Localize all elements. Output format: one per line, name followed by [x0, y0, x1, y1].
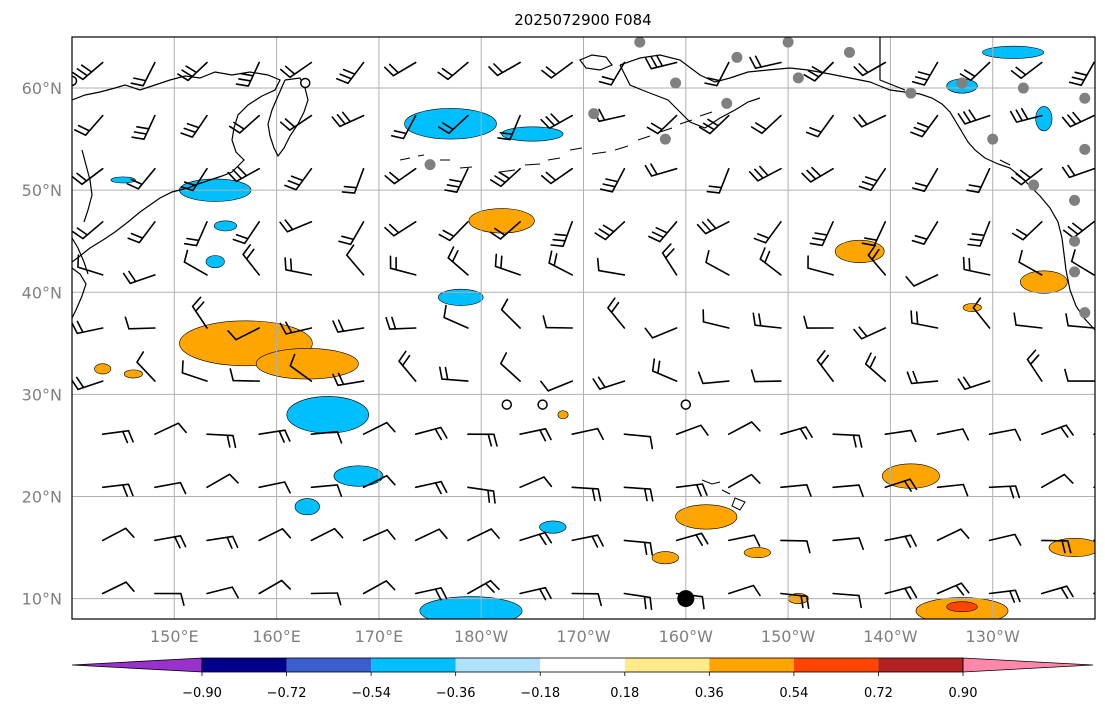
station-marker — [783, 37, 794, 48]
station-marker — [987, 134, 998, 145]
latitude-tick-label: 50°N — [22, 181, 62, 200]
colorbar-tick-label: 0.36 — [695, 686, 724, 701]
colorbar-segment — [709, 658, 794, 672]
station-marker — [660, 134, 671, 145]
colorbar-segment — [287, 658, 372, 672]
colorbar-segment — [202, 658, 287, 672]
station-marker — [1069, 266, 1080, 277]
station-marker — [1028, 180, 1039, 191]
negative-anomaly-core — [416, 115, 485, 132]
positive-anomaly-contour — [947, 602, 978, 612]
open-circle-marker — [538, 400, 547, 409]
colorbar-tick-label: −0.90 — [182, 686, 222, 701]
map-area — [68, 37, 1105, 626]
colorbar-segment — [878, 658, 963, 672]
colorbar-extend-high — [963, 658, 1093, 672]
negative-anomaly-core — [433, 603, 510, 619]
map-title: 2025072900 F084 — [514, 11, 651, 29]
latitude-tick-label: 20°N — [22, 487, 62, 506]
positive-anomaly-contour — [95, 364, 111, 374]
positive-anomaly-contour — [558, 411, 568, 419]
station-marker — [588, 108, 599, 119]
station-marker — [731, 52, 742, 63]
colorbar-tick-label: −0.72 — [267, 686, 307, 701]
station-marker — [844, 47, 855, 58]
longitude-tick-label: 150°W — [761, 627, 816, 646]
negative-anomaly-core — [340, 470, 377, 481]
colorbar-extend-low — [72, 658, 202, 672]
station-marker — [905, 88, 916, 99]
colorbar: −0.90 −0.72 −0.54 −0.36 −0.18 0.18 0.36 0.54 0.7… — [72, 658, 1093, 701]
longitude-labels: 150°E 160°E 170°E 180°W 170°W 160°W 150°W 140°W… — [150, 627, 1020, 646]
wind-barb — [1094, 582, 1105, 594]
latitude-tick-label: 10°N — [22, 590, 62, 609]
station-marker — [634, 37, 645, 48]
negative-anomaly-core — [297, 405, 358, 425]
station-marker — [670, 77, 681, 88]
wind-barb — [1094, 431, 1105, 442]
negative-anomaly-core — [114, 178, 132, 181]
positive-anomaly-contour — [676, 505, 737, 530]
station-marker — [721, 98, 732, 109]
positive-anomaly-contour — [963, 303, 981, 311]
station-marker — [1079, 144, 1090, 155]
longitude-tick-label: 140°W — [863, 627, 918, 646]
latitude-labels: 10°N 20°N 30°N 40°N 50°N 60°N — [22, 79, 62, 609]
colorbar-tick-label: 0.18 — [610, 686, 639, 701]
station-marker — [1079, 307, 1090, 318]
longitude-tick-label: 150°E — [150, 627, 199, 646]
colorbar-tick-label: −0.18 — [520, 686, 560, 701]
station-marker — [425, 159, 436, 170]
station-marker — [1069, 236, 1080, 247]
negative-anomaly-core — [1038, 112, 1050, 125]
longitude-tick-label: 170°W — [556, 627, 611, 646]
negative-anomaly-core — [208, 258, 222, 265]
latitude-tick-label: 30°N — [22, 385, 62, 404]
positive-anomaly-contour — [1020, 271, 1067, 293]
longitude-tick-label: 160°E — [252, 627, 301, 646]
open-circle-marker — [681, 400, 690, 409]
wind-barb — [1094, 531, 1105, 543]
longitude-tick-label: 130°W — [966, 627, 1021, 646]
station-marker — [1069, 195, 1080, 206]
negative-anomaly-core — [990, 49, 1036, 56]
longitude-tick-label: 170°E — [355, 627, 404, 646]
open-circle-marker — [301, 78, 310, 87]
negative-anomaly-core — [444, 293, 478, 302]
wind-barb — [1094, 476, 1105, 487]
station-marker — [1018, 83, 1029, 94]
latitude-tick-label: 60°N — [22, 79, 62, 98]
colorbar-segment — [540, 658, 625, 672]
colorbar-segment — [625, 658, 710, 672]
positive-anomaly-contour — [124, 370, 142, 378]
colorbar-tick-label: −0.36 — [436, 686, 476, 701]
large-black-dot — [677, 590, 694, 607]
colorbar-tick-label: −0.54 — [351, 686, 391, 701]
latitude-tick-label: 40°N — [22, 283, 62, 302]
colorbar-tick-label: 0.54 — [779, 686, 808, 701]
station-marker — [957, 77, 968, 88]
negative-anomaly-core — [509, 130, 555, 138]
positive-anomaly-contour — [469, 209, 534, 234]
colorbar-tick-label: 0.72 — [864, 686, 893, 701]
colorbar-tick-label: 0.90 — [949, 686, 978, 701]
positive-anomaly-contour — [256, 348, 358, 379]
negative-anomaly-core — [217, 223, 234, 229]
colorbar-segment — [371, 658, 456, 672]
longitude-tick-label: 180°W — [454, 627, 509, 646]
open-circle-marker — [502, 400, 511, 409]
positive-anomaly-contour — [744, 548, 771, 558]
longitude-tick-label: 160°W — [659, 627, 714, 646]
station-marker — [1079, 93, 1090, 104]
positive-anomaly-contour — [652, 552, 679, 564]
negative-anomaly-core — [298, 502, 316, 511]
colorbar-segment — [794, 658, 879, 672]
colorbar-segment — [456, 658, 541, 672]
negative-anomaly-core — [543, 524, 563, 531]
station-marker — [793, 72, 804, 83]
